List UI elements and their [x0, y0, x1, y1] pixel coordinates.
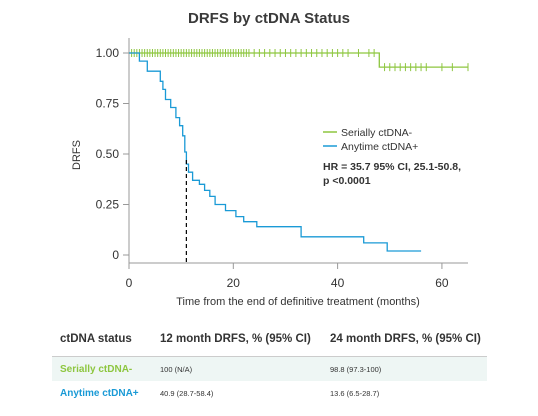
km-chart: 0 0.25 0.50 0.75 1.00 0 20 40 60 DRFS Time from…	[71, 38, 469, 308]
y-tick-label: 0.75	[96, 97, 120, 111]
x-tick-label: 0	[126, 276, 133, 290]
table-row: Anytime ctDNA+ 40.9 (28.7-58.4) 13.6 (6.…	[52, 381, 487, 405]
x-axis-label: Time from the end of definitive treatmen…	[176, 296, 420, 308]
hr-annotation-line1: HR = 35.7 95% CI, 25.1-50.8,	[323, 161, 461, 173]
cell-24-month: 13.6 (6.5-28.7)	[322, 381, 487, 405]
km-curve-serially-ctdna	[129, 52, 468, 68]
table-row: Serially ctDNA- 100 (N/A) 98.8 (97.3-100…	[52, 356, 487, 381]
y-ticks: 0 0.25 0.50 0.75 1.00	[96, 46, 129, 262]
x-tick-label: 40	[331, 276, 345, 290]
x-tick-label: 60	[435, 276, 449, 290]
axes	[128, 38, 468, 264]
row-label-serially: Serially ctDNA-	[52, 356, 152, 381]
header-12-month: 12 month DRFS, % (95% CI)	[152, 322, 322, 357]
y-axis-label: DRFS	[71, 140, 83, 170]
y-tick-label: 0.50	[96, 147, 120, 161]
table-header-row: ctDNA status 12 month DRFS, % (95% CI) 2…	[52, 322, 487, 357]
cell-24-month: 98.8 (97.3-100)	[322, 356, 487, 381]
km-curve-anytime-ctdna	[129, 52, 422, 252]
y-tick-label: 0	[112, 248, 119, 262]
series-group	[129, 49, 469, 252]
drfs-table: ctDNA status 12 month DRFS, % (95% CI) 2…	[52, 322, 487, 405]
row-label-anytime: Anytime ctDNA+	[52, 381, 152, 405]
legend-label-anytime: Anytime ctDNA+	[341, 141, 418, 153]
y-tick-label: 0.25	[96, 198, 120, 212]
chart-title: DRFS by ctDNA Status	[188, 10, 350, 27]
y-tick-label: 1.00	[96, 46, 120, 60]
header-24-month: 24 month DRFS, % (95% CI)	[322, 322, 487, 357]
cell-12-month: 40.9 (28.7-58.4)	[152, 381, 322, 405]
x-ticks: 0 20 40 60	[126, 263, 449, 290]
legend-label-serially: Serially ctDNA-	[341, 127, 413, 139]
x-tick-label: 20	[227, 276, 241, 290]
header-status: ctDNA status	[52, 322, 152, 357]
cell-12-month: 100 (N/A)	[152, 356, 322, 381]
hr-annotation-line2: p <0.0001	[323, 175, 371, 187]
legend: Serially ctDNA- Anytime ctDNA+	[323, 127, 418, 153]
